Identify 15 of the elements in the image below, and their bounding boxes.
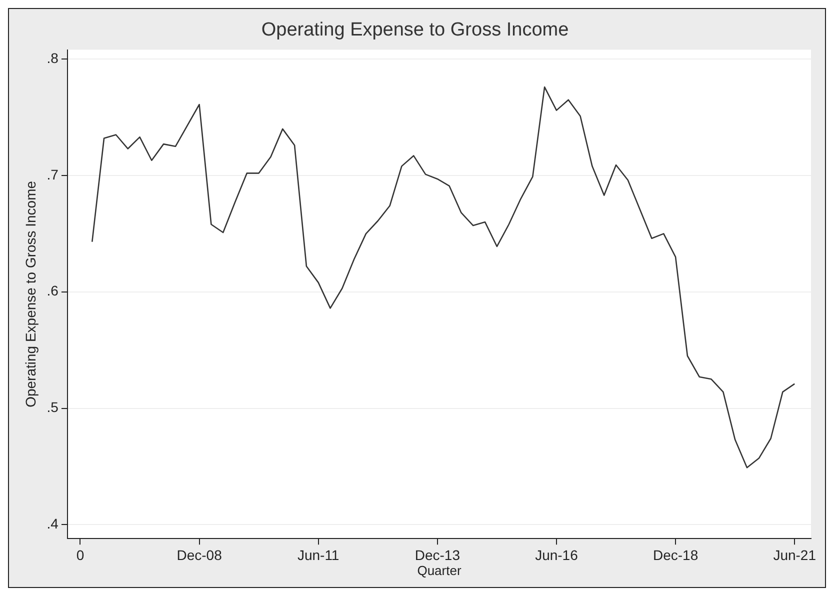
y-tick-label: .8 xyxy=(46,50,59,66)
x-tick-label: 0 xyxy=(76,546,84,563)
y-tick-label: .6 xyxy=(46,282,59,299)
chart-title: Operating Expense to Gross Income xyxy=(261,20,569,41)
x-tick-label: Jun-11 xyxy=(297,546,340,563)
x-axis-title: Quarter xyxy=(417,562,462,578)
x-tick-label: Jun-16 xyxy=(535,546,578,563)
x-tick-label: Dec-13 xyxy=(414,546,460,563)
x-tick-label: Jun-21 xyxy=(773,546,816,563)
y-axis-title: Operating Expense to Gross Income xyxy=(22,180,38,408)
y-tick-label: .4 xyxy=(46,515,59,532)
y-tick-label: .5 xyxy=(46,399,59,416)
x-tick-label: Dec-18 xyxy=(652,546,698,563)
x-tick-label: Dec-08 xyxy=(176,546,222,563)
y-tick-label: .7 xyxy=(46,166,59,182)
